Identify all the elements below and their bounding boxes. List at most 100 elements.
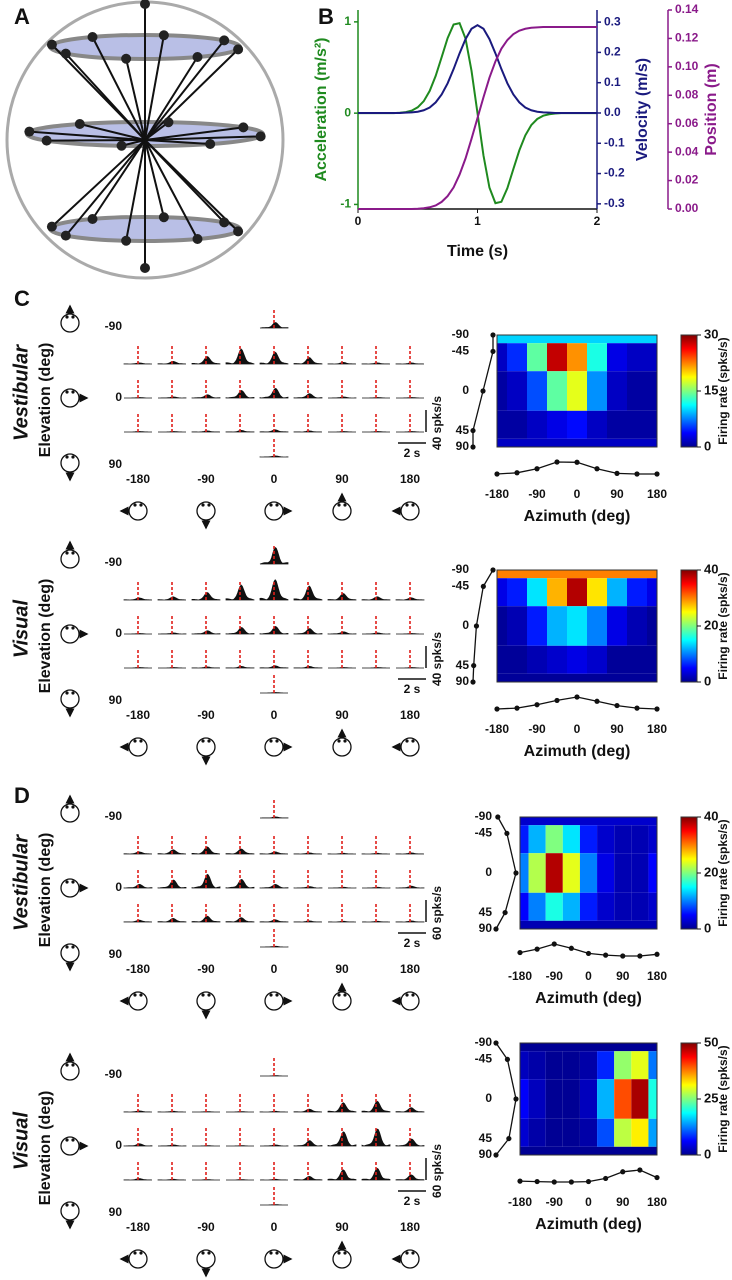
azimuth-tick-label: -90	[528, 722, 546, 736]
azimuth-label: 0	[271, 962, 278, 976]
tuning-dot	[551, 1179, 557, 1185]
colorbar-tick-label: 0	[704, 673, 711, 688]
axis-label: Elevation (deg)	[37, 1091, 54, 1206]
head-eye	[65, 1138, 69, 1142]
elevation-tick-label: 45	[456, 658, 470, 672]
tuning-dot	[470, 444, 476, 450]
heatmap-cell	[567, 371, 587, 411]
azimuth-tick-label: 90	[616, 1195, 630, 1209]
heatmap-cell	[562, 1051, 580, 1080]
head-eye	[405, 993, 409, 997]
heatmap-cell	[631, 892, 649, 921]
colorbar-label: Firing rate (spks/s)	[716, 1045, 730, 1152]
elevation-tick-label: 0	[462, 618, 469, 632]
y-tick-label: 0.10	[675, 59, 699, 73]
head-eye	[201, 739, 205, 743]
colorbar	[680, 569, 698, 683]
head-icon	[332, 737, 352, 757]
tuning-dot	[620, 1169, 626, 1175]
heatmap-cell	[547, 343, 567, 372]
head-eye	[133, 993, 137, 997]
head-eye	[337, 1251, 341, 1255]
heatmap-cell	[520, 1118, 529, 1147]
heatmap-cell	[497, 606, 507, 646]
head-eye	[71, 315, 75, 319]
heatmap-cell	[647, 371, 657, 411]
condition-title: Visual	[10, 1111, 32, 1170]
heatmap-cell	[579, 825, 598, 854]
panel-label: B	[318, 4, 334, 29]
tuning-dot	[513, 1096, 519, 1102]
tuning-dot	[493, 1152, 499, 1158]
tuning-dot	[506, 1135, 512, 1142]
head-icon	[196, 1249, 216, 1269]
head-eye	[201, 503, 205, 507]
direction-dot	[219, 35, 230, 46]
head-eye	[405, 1251, 409, 1255]
colorbar-label: Firing rate (spks/s)	[716, 337, 730, 444]
elevation-tick-label: -90	[452, 562, 470, 576]
tuning-dot	[470, 427, 476, 434]
heatmap-cell	[520, 1051, 529, 1080]
tuning-dot	[504, 830, 510, 837]
head-icon	[60, 803, 80, 823]
heatmap-cell	[527, 410, 547, 439]
tuning-dot	[594, 698, 600, 704]
heatmap-cell	[648, 1079, 657, 1119]
direction-dot	[205, 139, 216, 150]
head-eye	[411, 1251, 415, 1255]
heatmap-cell	[597, 892, 615, 921]
elevation-label: 0	[115, 626, 122, 640]
colorbar-tick-label: 0	[704, 438, 711, 453]
direction-dot	[116, 140, 127, 151]
rate-scale-label: 60 spks/s	[430, 886, 444, 940]
y-tick-label: 0.14	[675, 2, 699, 16]
heatmap-cell	[631, 825, 649, 854]
direction-dot	[140, 263, 150, 273]
azimuth-label: -180	[126, 472, 150, 486]
head-eye	[201, 993, 205, 997]
heatmap-cell	[497, 371, 507, 411]
tuning-dot	[603, 952, 609, 958]
elevation-tick-label: 0	[462, 383, 469, 397]
head-icon	[400, 501, 420, 521]
heatmap-cell	[520, 1146, 657, 1155]
colorbar-tick-label: 20	[704, 617, 718, 632]
heatmap-cell	[507, 578, 527, 607]
elevation-tick-label: 0	[485, 1091, 492, 1105]
direction-line	[125, 139, 146, 241]
panel-label: D	[14, 783, 30, 808]
head-icon	[60, 1201, 80, 1221]
azimuth-tick-label: 90	[610, 722, 624, 736]
azimuth-tick-label: -180	[485, 722, 509, 736]
tuning-dot	[594, 466, 600, 472]
head-eye	[71, 551, 75, 555]
heatmap-frame	[496, 334, 658, 448]
colorbar-tick-label: 30	[704, 326, 718, 341]
head-eye	[139, 993, 143, 997]
tuning-dot	[490, 567, 496, 573]
head-icon	[332, 1249, 352, 1269]
axis-label: Azimuth (deg)	[535, 1216, 642, 1233]
tuning-dot	[568, 945, 574, 951]
head-icon	[264, 1249, 284, 1269]
elevation-label: 90	[109, 693, 123, 707]
head-icon	[60, 1061, 80, 1081]
head-eye	[133, 1251, 137, 1255]
heatmap-cell	[567, 410, 587, 439]
heatmap-frame	[519, 1042, 658, 1156]
azimuth-tick-label: 0	[574, 722, 581, 736]
elevation-label: 0	[115, 1138, 122, 1152]
azimuth-label: 90	[335, 708, 349, 722]
tuning-dot	[493, 926, 499, 932]
direction-line	[144, 139, 211, 146]
elevation-label: -90	[105, 809, 123, 823]
elevation-label: 90	[109, 947, 123, 961]
axis-label: Elevation (deg)	[37, 579, 54, 694]
azimuth-tick-label: -90	[546, 1195, 564, 1209]
head-eye	[207, 1251, 211, 1255]
y-axis-label: Acceleration (m/s²)	[313, 37, 330, 181]
condition-title: Visual	[10, 599, 32, 658]
azimuth-label: -90	[197, 962, 215, 976]
head-eye	[71, 1203, 75, 1207]
